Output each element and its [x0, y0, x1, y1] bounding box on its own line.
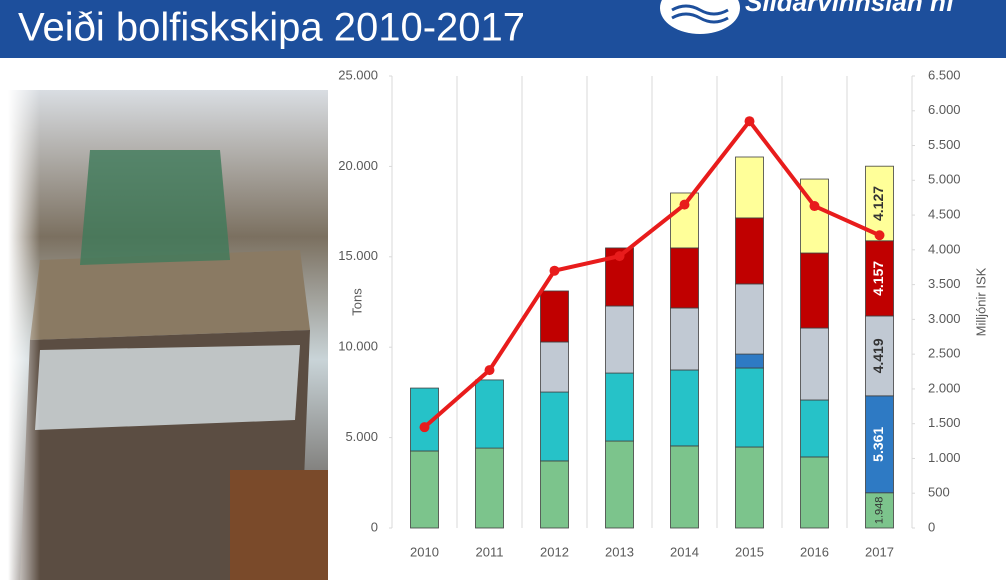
x-tick-label: 2012 [540, 544, 569, 559]
bar-segment [670, 369, 699, 447]
line-point [614, 251, 625, 262]
bar-segment [475, 379, 504, 449]
photo [8, 90, 328, 580]
bar-segment [735, 156, 764, 219]
y2-tick-label: 6.000 [928, 102, 961, 117]
bar-segment [735, 367, 764, 448]
y2-tick-label: 4.000 [928, 241, 961, 256]
y-tick-label: 15.000 [338, 248, 378, 263]
logo-waves [671, 4, 729, 24]
y2-tick-label: 0 [928, 519, 935, 534]
data-label: 4.419 [870, 338, 886, 373]
bar-segment [540, 341, 569, 393]
y-tick-label: 20.000 [338, 158, 378, 173]
y2-tick-label: 6.500 [928, 67, 961, 82]
y2-tick-label: 1.500 [928, 415, 961, 430]
bar-segment [865, 165, 894, 242]
bar-segment [865, 315, 894, 397]
line-point [874, 230, 885, 241]
y2-tick-label: 2.500 [928, 346, 961, 361]
data-label: 4.127 [870, 186, 886, 221]
bar-segment [670, 445, 699, 529]
bar-segment [670, 247, 699, 309]
x-tick-label: 2015 [735, 544, 764, 559]
line-point [809, 201, 820, 212]
data-label: 5.361 [870, 427, 886, 462]
y2-tick-label: 3.500 [928, 276, 961, 291]
bar-segment [735, 353, 764, 369]
y2-tick-label: 5.500 [928, 137, 961, 152]
bar-segment [540, 391, 569, 462]
bar-segment [540, 290, 569, 343]
x-tick-label: 2011 [476, 544, 504, 559]
y2-tick-label: 500 [928, 485, 950, 500]
line-point [419, 422, 430, 433]
line-point [549, 265, 560, 276]
line-point [744, 116, 755, 127]
data-label: 1.948 [873, 497, 885, 525]
header-band [0, 0, 1006, 58]
bar-segment [475, 447, 504, 529]
x-tick-label: 2013 [605, 544, 634, 559]
bar-segment [800, 456, 829, 529]
y-tick-label: 25.000 [338, 67, 378, 82]
x-tick-label: 2017 [865, 544, 894, 559]
bar-segment [735, 217, 764, 285]
x-tick-label: 2014 [670, 544, 699, 559]
bar-segment [605, 305, 634, 374]
y-tick-label: 0 [371, 519, 378, 534]
bar-segment [735, 446, 764, 529]
bar-segment [605, 440, 634, 529]
x-tick-label: 2016 [800, 544, 829, 559]
bar-segment [800, 252, 829, 329]
bar-segment [865, 240, 894, 317]
line-point [484, 365, 495, 376]
y2-axis-label: Milljónir ISK [973, 267, 988, 336]
y-axis-label: Tons [349, 288, 364, 316]
y2-tick-label: 3.000 [928, 311, 961, 326]
bar-segment [670, 307, 699, 371]
bar-segment [800, 327, 829, 401]
line-point [679, 199, 690, 210]
bar-segment [800, 399, 829, 458]
chart: 0 5.000 10.000 15.000 20.000 25.000 0 500 1.000 1… [338, 67, 988, 559]
bar-segment [735, 283, 764, 355]
y2-tick-label: 2.000 [928, 380, 961, 395]
bar-segment [865, 395, 894, 494]
bar-segment [605, 372, 634, 442]
bar-segment [540, 460, 569, 529]
y-tick-label: 10.000 [338, 339, 378, 354]
data-label: 4.157 [870, 261, 886, 296]
y2-tick-label: 1.000 [928, 450, 961, 465]
slide-title: Veiði bolfiskskipa 2010-2017 [18, 6, 525, 50]
x-tick-label: 2010 [410, 544, 439, 559]
y2-tick-label: 5.000 [928, 172, 961, 187]
logo-text: Síldarvinnslan hf [745, 0, 957, 17]
line [423, 117, 881, 429]
y2-tick-label: 4.500 [928, 207, 961, 222]
y-tick-label: 5.000 [345, 429, 378, 444]
bar-segment [410, 450, 439, 529]
bar-segment [865, 492, 894, 529]
